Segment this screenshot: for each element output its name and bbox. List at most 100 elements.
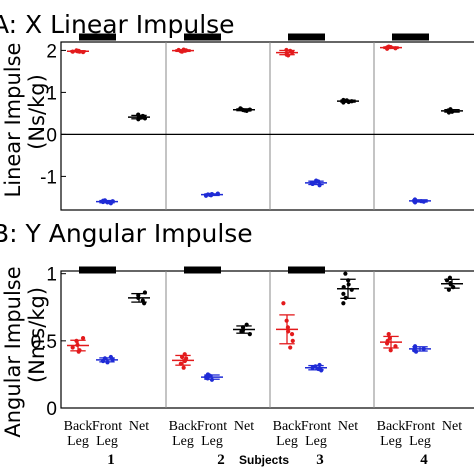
- net-point: [341, 97, 346, 103]
- subjects-label: Subjects: [239, 453, 289, 467]
- subject-number: 2: [217, 452, 225, 468]
- back_leg-point: [74, 338, 79, 343]
- net-point: [451, 285, 456, 290]
- net-point: [341, 301, 346, 306]
- net-point: [341, 285, 346, 290]
- category-label: Front: [405, 419, 435, 434]
- panel-b-plot: 00.51: [31, 265, 474, 420]
- net-point: [449, 109, 455, 114]
- back_leg-point: [284, 318, 289, 323]
- back_leg-point: [179, 49, 185, 54]
- back_leg-point: [286, 53, 291, 58]
- y-tick-label: 0: [46, 399, 57, 420]
- plot-frame: [60, 41, 474, 211]
- front_leg-point: [412, 200, 418, 205]
- category-label: Leg: [380, 434, 402, 449]
- net-point: [240, 327, 246, 333]
- back_leg-point: [290, 338, 295, 343]
- back_leg-point: [386, 332, 391, 337]
- plot-frame: [60, 270, 474, 409]
- significance-bar: [184, 266, 221, 274]
- front_leg-point: [314, 178, 319, 183]
- significance-bar: [288, 266, 325, 274]
- front_leg-point: [421, 346, 426, 352]
- front_leg-point: [412, 344, 418, 349]
- net-point: [344, 98, 349, 103]
- front_leg-point: [412, 197, 418, 202]
- back_leg-point: [178, 361, 183, 366]
- category-label: Leg: [276, 434, 298, 449]
- back_leg-point: [181, 365, 186, 370]
- category-label: Front: [92, 419, 122, 434]
- back_leg-point: [182, 352, 187, 357]
- panel-a-ylabel-inner: (Ns/kg): [25, 74, 49, 150]
- category-label: Leg: [172, 434, 194, 449]
- category-label: Back: [273, 419, 302, 434]
- back_leg-point: [281, 301, 286, 306]
- y-tick-label: 2: [46, 41, 57, 62]
- front_leg-point: [105, 200, 110, 205]
- net-point: [142, 301, 147, 306]
- net-point: [138, 115, 143, 120]
- panel-b-ylabel-inner: (Nms/kg): [25, 287, 49, 383]
- net-point: [343, 295, 348, 300]
- back_leg-point: [77, 348, 82, 353]
- panel-b-ylabel-outer: Angular Impulse: [1, 266, 25, 437]
- category-label: Leg: [201, 434, 223, 449]
- x-axis-labels: BackLegFrontLegNet1BackLegFrontLegNet2Ba…: [64, 419, 463, 468]
- net-point: [142, 290, 148, 295]
- net-point: [238, 106, 243, 111]
- front_leg-point: [317, 362, 322, 368]
- back_leg-point: [393, 46, 398, 51]
- back_leg-point: [70, 49, 75, 54]
- category-label: Leg: [305, 434, 327, 449]
- back_leg-point: [384, 341, 390, 346]
- y-tick-label: 0: [46, 125, 57, 146]
- net-point: [447, 275, 453, 280]
- back_leg-point: [285, 325, 291, 330]
- back_leg-point: [77, 49, 82, 54]
- significance-bar: [288, 33, 325, 41]
- net-point: [446, 287, 451, 292]
- net-point: [244, 322, 249, 327]
- back_leg-point: [289, 332, 295, 337]
- panel-b-title: B: Y Angular Impulse: [0, 219, 253, 248]
- back_leg-point: [393, 344, 398, 349]
- category-label: Leg: [409, 434, 431, 449]
- category-label: Front: [301, 419, 331, 434]
- category-label: Net: [129, 419, 149, 434]
- front_leg-point: [412, 348, 417, 353]
- category-label: Net: [234, 419, 254, 434]
- front_leg-point: [215, 191, 220, 196]
- front_leg-point: [208, 193, 214, 198]
- front_leg-point: [105, 360, 110, 365]
- back_leg-point: [80, 336, 86, 341]
- significance-bar: [392, 33, 429, 41]
- front_leg-point: [205, 372, 211, 377]
- y-tick-label: 1: [46, 265, 57, 286]
- category-label: Leg: [67, 434, 89, 449]
- net-point: [142, 114, 147, 119]
- front_leg-point: [310, 365, 315, 370]
- y-tick-label: 1: [46, 83, 57, 104]
- back_leg-point: [384, 45, 390, 50]
- category-label: Front: [197, 419, 227, 434]
- category-label: Net: [442, 419, 462, 434]
- back_leg-point: [70, 345, 75, 350]
- front_leg-point: [419, 199, 424, 204]
- front_leg-point: [108, 354, 113, 360]
- back_leg-point: [286, 329, 291, 334]
- front_leg-point: [101, 358, 106, 364]
- back_leg-point: [290, 49, 295, 55]
- net-point: [343, 271, 348, 276]
- significance-bar: [79, 33, 116, 41]
- net-point: [136, 112, 141, 117]
- front_leg-point: [209, 377, 215, 382]
- front_leg-point: [108, 201, 113, 206]
- back_leg-point: [176, 47, 181, 53]
- net-point: [136, 295, 141, 300]
- net-point: [444, 278, 450, 283]
- back_leg-point: [388, 348, 393, 353]
- front_leg-point: [317, 183, 322, 188]
